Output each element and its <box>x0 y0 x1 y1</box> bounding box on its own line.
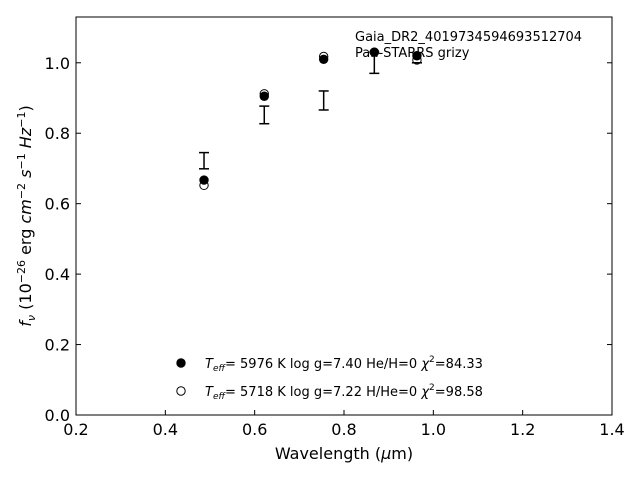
x-axis-label: Wavelength (μm) <box>275 444 413 463</box>
model-point-filled <box>318 54 329 64</box>
legend-entry-2: Teff= 5718 K log g=7.22 H/He=0 χ2=98.58 <box>205 383 483 402</box>
x-tick-label: 0.6 <box>242 420 267 439</box>
y-tick-label: 0.6 <box>45 195 70 214</box>
y-tick-label: 0.4 <box>45 265 70 284</box>
x-axis-ticks: 0.2 0.4 0.6 0.8 1.0 1.2 1.4 <box>63 410 625 439</box>
observed-errorbar <box>318 90 329 111</box>
observed-photometry <box>199 51 422 170</box>
model-point-filled <box>412 51 422 61</box>
observed-errorbar <box>199 151 210 170</box>
x-tick-label: 1.2 <box>510 420 535 439</box>
model-points <box>199 47 422 191</box>
model-point-filled <box>259 91 269 101</box>
model-point-filled <box>199 175 209 185</box>
y-axis-ticks: 0.0 0.2 0.4 0.6 0.8 1.0 <box>45 54 612 425</box>
y-tick-label: 0.0 <box>45 406 70 425</box>
y-tick-label: 1.0 <box>45 54 70 73</box>
model-point-filled <box>369 47 380 57</box>
x-tick-label: 1.4 <box>599 420 624 439</box>
y-tick-label: 0.2 <box>45 336 70 355</box>
observed-errorbar <box>259 105 270 125</box>
x-tick-label: 0.4 <box>153 420 178 439</box>
x-tick-label: 1.0 <box>421 420 446 439</box>
survey-annotation: Pan-STARRS grizy <box>355 46 470 61</box>
y-axis-label: fν (10−26 erg cm−2 s−1 Hz−1) <box>15 105 38 326</box>
legend-entry-1: Teff= 5976 K log g=7.40 He/H=0 χ2=84.33 <box>205 355 483 374</box>
x-tick-label: 0.8 <box>331 420 356 439</box>
legend: Teff= 5976 K log g=7.40 He/H=0 χ2=84.33 … <box>176 355 483 402</box>
x-tick-label: 0.2 <box>63 420 88 439</box>
legend-marker-filled <box>176 358 186 368</box>
legend-marker-open <box>176 386 186 396</box>
y-tick-label: 0.8 <box>45 124 70 143</box>
object-name-annotation: Gaia_DR2_4019734594693512704 <box>355 30 582 45</box>
plot-frame <box>75 16 613 416</box>
